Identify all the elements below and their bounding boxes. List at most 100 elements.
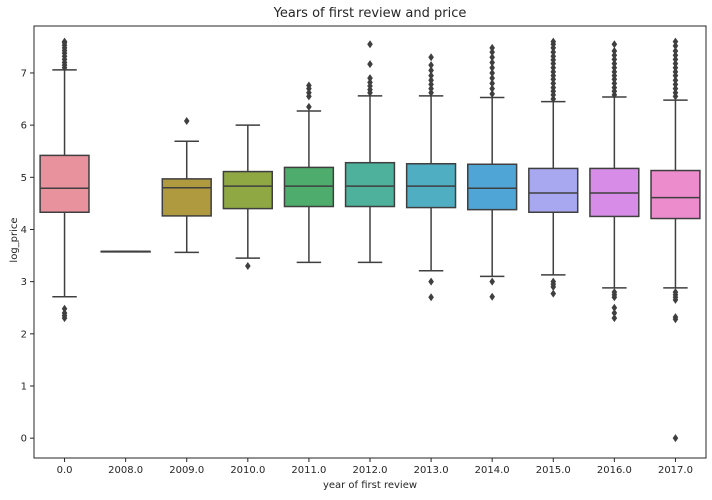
- outlier-point: [611, 303, 618, 312]
- y-tick-label: 0: [21, 434, 27, 445]
- outlier-point: [550, 48, 557, 57]
- x-tick-label: 0.0: [57, 465, 73, 476]
- x-tick-label: 2008.0: [108, 465, 143, 476]
- outlier-point: [489, 48, 495, 57]
- outlier-point: [550, 277, 557, 286]
- outlier-point: [672, 47, 679, 56]
- outlier-point: [611, 51, 618, 60]
- x-tick-label: 2009.0: [169, 465, 204, 476]
- outlier-point: [611, 47, 618, 56]
- outlier-point: [245, 262, 251, 270]
- outlier-point: [428, 66, 434, 75]
- outlier-point: [550, 37, 557, 46]
- outlier-point: [428, 61, 434, 70]
- x-tick-label: 2011.0: [291, 465, 326, 476]
- outlier-point: [428, 88, 434, 97]
- outlier-point: [550, 63, 557, 72]
- outlier-point: [489, 53, 495, 62]
- outlier-point: [611, 79, 618, 88]
- y-tick-label: 1: [21, 382, 27, 393]
- y-tick-label: 7: [21, 68, 27, 79]
- box-2009.0: [161, 178, 212, 217]
- y-tick-label: 4: [21, 225, 27, 236]
- plot-frame: [33, 25, 707, 459]
- chart-title: Years of first review and price: [273, 6, 467, 21]
- outlier-point: [489, 63, 495, 72]
- outlier-point: [489, 74, 495, 83]
- outlier-point: [672, 63, 679, 72]
- outlier-point: [428, 53, 434, 62]
- outlier-point: [428, 80, 434, 89]
- x-tick-label: 2017.0: [658, 465, 693, 476]
- box-2011.0: [283, 166, 335, 208]
- outlier-point: [367, 74, 373, 83]
- outlier-point: [611, 55, 618, 64]
- x-tick-label: 2016.0: [597, 465, 632, 476]
- outlier-point: [306, 102, 312, 111]
- x-tick-label: 2013.0: [414, 465, 449, 476]
- outlier-point: [61, 308, 68, 317]
- outlier-point: [672, 76, 679, 85]
- outlier-point: [550, 52, 557, 61]
- outlier-point: [428, 76, 434, 85]
- outlier-point: [550, 289, 557, 298]
- outlier-point: [428, 277, 434, 286]
- box-0.0: [39, 154, 90, 214]
- outlier-point: [550, 67, 557, 76]
- x-tick-label: 2010.0: [230, 465, 265, 476]
- outlier-point: [550, 83, 557, 92]
- outlier-point: [611, 59, 618, 68]
- y-axis-label: log_price: [9, 217, 20, 262]
- outlier-point: [611, 63, 618, 72]
- x-tick-label: 2012.0: [353, 465, 388, 476]
- outlier-point: [611, 40, 618, 49]
- x-tick-label: 2015.0: [536, 465, 571, 476]
- x-tick-label: 2014.0: [475, 465, 510, 476]
- outlier-point: [489, 68, 495, 77]
- outlier-point: [672, 84, 679, 93]
- outlier-point: [306, 88, 312, 97]
- outlier-point: [428, 293, 434, 302]
- outlier-point: [672, 51, 679, 60]
- outlier-point: [367, 40, 373, 49]
- outlier-point: [611, 288, 618, 297]
- outlier-point: [306, 81, 312, 90]
- outlier-point: [550, 95, 557, 104]
- box-2012.0: [344, 161, 396, 208]
- outlier-point: [611, 308, 618, 317]
- outlier-point: [672, 313, 679, 322]
- outlier-point: [61, 304, 68, 313]
- outlier-point: [672, 88, 679, 97]
- outlier-point: [672, 288, 679, 297]
- outlier-point: [550, 79, 557, 88]
- outlier-point: [611, 67, 618, 76]
- x-axis-label: year of first review: [323, 480, 417, 491]
- outlier-point: [489, 43, 495, 52]
- y-tick-label: 2: [21, 329, 27, 340]
- y-tick-label: 3: [21, 277, 27, 288]
- outlier-point: [611, 314, 618, 323]
- outlier-point: [489, 58, 495, 67]
- plot-area: 0 1 2 3 4 5 6 7 0.0 2008.0 2009.0 2010.0 2011.0 2012.…: [21, 25, 707, 476]
- box-2015.0: [528, 167, 579, 214]
- outlier-point: [489, 277, 495, 286]
- outlier-point: [611, 83, 618, 92]
- outlier-point: [672, 37, 679, 46]
- box-2010.0: [222, 170, 274, 210]
- outlier-point: [428, 71, 434, 80]
- y-tick-label: 5: [21, 173, 27, 184]
- outlier-point: [367, 78, 373, 87]
- outlier-point: [489, 79, 495, 88]
- outlier-point: [672, 67, 679, 76]
- outlier-point: [672, 59, 679, 68]
- outlier-point: [672, 55, 679, 64]
- outlier-point: [489, 89, 495, 98]
- outlier-point: [367, 60, 373, 69]
- outlier-point: [489, 292, 495, 301]
- outlier-point: [183, 116, 190, 125]
- outlier-point: [61, 37, 68, 46]
- outlier-point: [672, 434, 679, 443]
- outlier-point: [672, 80, 679, 89]
